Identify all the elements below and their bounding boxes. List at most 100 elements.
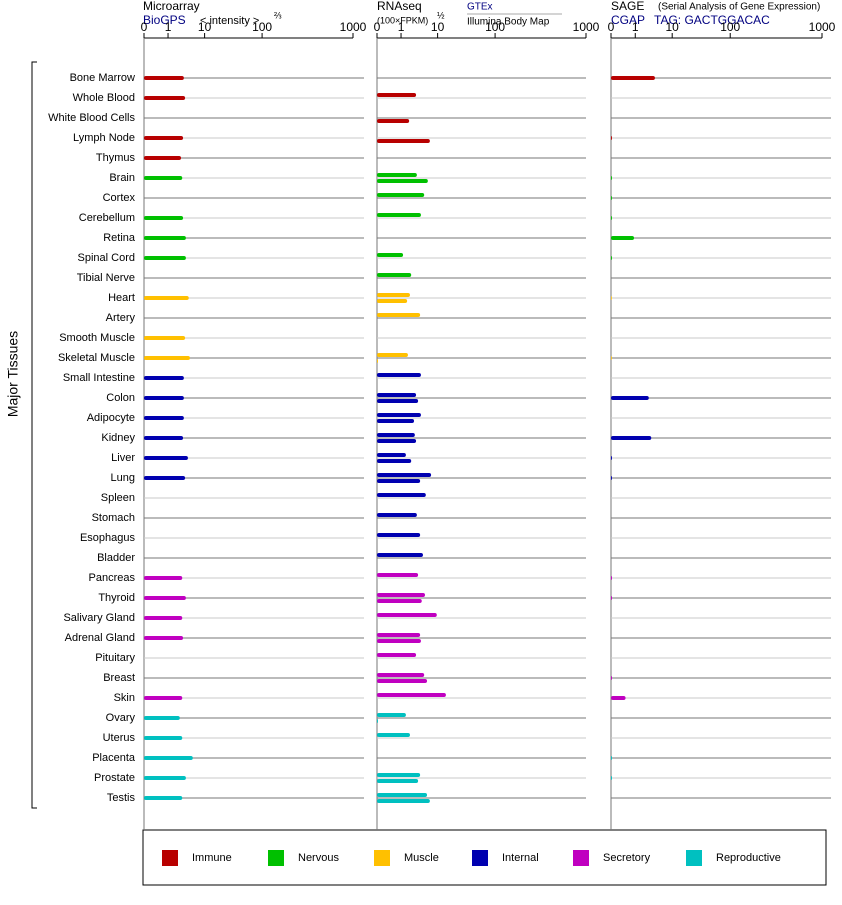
x-tick-label: 1000 <box>340 20 367 34</box>
bar <box>377 119 410 123</box>
bar <box>144 76 184 80</box>
legend-swatch <box>686 850 702 866</box>
x-tick-label: 1000 <box>809 20 836 34</box>
y-axis-label: Major Tissues <box>5 331 21 417</box>
bar <box>377 213 421 217</box>
bar <box>377 679 428 683</box>
category-label: Bladder <box>97 552 135 564</box>
category-label: Tibial Nerve <box>77 272 135 284</box>
bar <box>377 493 426 497</box>
bar <box>144 616 183 620</box>
x-tick-label: 0 <box>608 20 615 34</box>
scale-power: ½ <box>437 10 445 20</box>
bar <box>144 796 183 800</box>
category-label: Small Intestine <box>63 372 135 384</box>
legend-label: Internal <box>502 852 539 864</box>
bar <box>377 693 446 697</box>
bar <box>144 636 184 640</box>
bar <box>144 736 183 740</box>
bar <box>377 173 417 177</box>
bar <box>377 719 378 723</box>
bar <box>611 696 626 700</box>
panel-source: CGAP <box>611 13 645 27</box>
bar <box>377 473 432 477</box>
category-label: Testis <box>107 792 136 804</box>
category-label: Cerebellum <box>79 212 135 224</box>
bar <box>377 533 421 537</box>
bar <box>377 773 421 777</box>
bar <box>377 439 417 443</box>
bar <box>377 193 425 197</box>
panel-title: SAGE <box>611 0 644 13</box>
bar <box>611 176 612 180</box>
bar <box>611 396 649 400</box>
category-label: Lung <box>111 472 135 484</box>
bar <box>144 96 186 100</box>
bar <box>611 476 612 480</box>
x-tick-label: 1 <box>398 20 405 34</box>
legend-box <box>142 829 827 886</box>
bar <box>377 433 415 437</box>
category-label: Whole Blood <box>73 92 135 104</box>
category-label: Artery <box>106 312 136 324</box>
bar <box>611 596 612 600</box>
category-label: Lymph Node <box>73 132 135 144</box>
bar <box>377 293 410 297</box>
category-label: Heart <box>108 292 135 304</box>
bar <box>377 353 408 357</box>
bar <box>377 93 417 97</box>
category-label: Colon <box>106 392 135 404</box>
category-label: White Blood Cells <box>48 112 135 124</box>
bar <box>144 376 184 380</box>
bar <box>611 456 612 460</box>
bar <box>144 596 186 600</box>
series-name: Illumina Body Map <box>467 17 550 28</box>
scale-power: ⅔ <box>274 10 282 20</box>
bar <box>377 453 406 457</box>
x-tick-label: 0 <box>141 20 148 34</box>
bar <box>144 336 186 340</box>
bar <box>377 253 404 257</box>
category-label: Retina <box>103 232 136 244</box>
bar <box>144 256 186 260</box>
x-tick-label: 1 <box>632 20 639 34</box>
category-label: Pituitary <box>95 652 135 664</box>
bar <box>144 476 186 480</box>
x-tick-label: 100 <box>252 20 272 34</box>
bar <box>144 436 184 440</box>
legend-swatch <box>374 850 390 866</box>
category-label: Pancreas <box>89 572 136 584</box>
category-label: Breast <box>103 672 135 684</box>
panel-title: Microarray <box>143 0 200 13</box>
bar <box>611 136 612 140</box>
bar <box>611 76 655 80</box>
panel-tag: TAG: GACTGGACAC <box>654 13 770 27</box>
bar <box>611 676 612 680</box>
bar <box>377 373 421 377</box>
bar <box>144 156 182 160</box>
bar <box>377 413 421 417</box>
bar <box>611 216 612 220</box>
bar <box>377 273 412 277</box>
bar <box>611 756 612 760</box>
bar <box>377 599 422 603</box>
category-label: Spinal Cord <box>78 252 135 264</box>
bar <box>144 776 186 780</box>
bar <box>377 459 412 463</box>
bar <box>144 756 193 760</box>
panel-subtitle: (Serial Analysis of Gene Expression) <box>658 2 820 13</box>
bar <box>144 396 184 400</box>
category-label: Cortex <box>103 192 136 204</box>
x-tick-label: 10 <box>431 20 445 34</box>
series-name: GTEx <box>467 2 493 13</box>
panel-source: BioGPS <box>143 13 186 27</box>
legend-label: Muscle <box>404 852 439 864</box>
bar <box>377 419 415 423</box>
bar <box>377 399 419 403</box>
bar <box>377 653 417 657</box>
category-label: Salivary Gland <box>63 612 135 624</box>
bar <box>377 513 417 517</box>
bar <box>377 779 419 783</box>
category-label: Kidney <box>101 432 135 444</box>
bar <box>144 176 183 180</box>
